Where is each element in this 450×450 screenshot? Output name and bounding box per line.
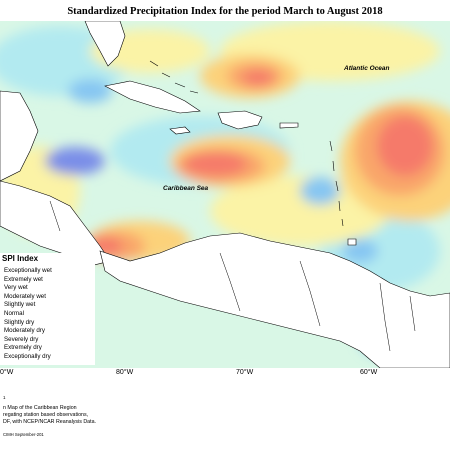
axis-tick-70w: 70°W xyxy=(236,369,254,376)
caribbean-sea-label: Caribbean Sea xyxy=(163,185,209,192)
legend-item: Very wet xyxy=(4,284,28,292)
axis-tick-80w: 80°W xyxy=(116,369,134,376)
land-bahamas xyxy=(149,60,199,94)
spi-zone-extdry-east xyxy=(377,116,433,176)
footer-credit: CIMH September-201 xyxy=(3,432,44,437)
spi-zone-extdry-north xyxy=(242,70,274,86)
spi-zone-verywet-center xyxy=(300,177,340,205)
legend-item: Slightly dry xyxy=(4,318,35,326)
legend-item: Extremely dry xyxy=(4,344,42,352)
atlantic-ocean-label: Atlantic Ocean xyxy=(344,65,390,72)
legend-item: Exceptionally dry xyxy=(4,353,51,360)
footer-line-1: n Map of the Caribbean Region xyxy=(3,405,77,411)
land-hispaniola xyxy=(217,110,263,130)
spi-map: Atlantic Ocean Caribbean Sea SPI Index E… xyxy=(0,21,450,368)
spi-map-canvas xyxy=(0,21,450,368)
land-south-america xyxy=(99,232,450,368)
footer-line-2: regating station based observations, xyxy=(3,412,89,418)
country-borders xyxy=(49,200,416,352)
legend-item: Slightly wet xyxy=(4,301,36,309)
axis-tick-60w: 60°W xyxy=(360,369,378,376)
legend-item: Extremely wet xyxy=(4,275,43,283)
land-puerto-rico xyxy=(279,122,299,129)
legend-item: Severely dry xyxy=(4,335,39,343)
legend-item: Moderately dry xyxy=(4,327,45,335)
land-yucatan xyxy=(0,90,39,182)
spi-zone-extwet-west xyxy=(45,147,105,175)
spi-zone-verywet-nw xyxy=(68,79,112,103)
map-title: Standardized Precipitation Index for the… xyxy=(67,6,383,17)
land-florida xyxy=(84,21,126,67)
land-jamaica xyxy=(169,126,191,135)
legend-item: Normal xyxy=(4,310,24,317)
legend-title: SPI Index xyxy=(2,254,39,263)
legend-item: Exceptionally wet xyxy=(4,267,52,274)
land-trinidad xyxy=(347,238,357,246)
footer-line-3: DF, with NCEP/NCAR Reanalysis Data. xyxy=(3,419,97,425)
spi-zone-extdry-central xyxy=(183,152,247,176)
footer-marker: 1 xyxy=(3,395,6,400)
spi-zone-verywet-east xyxy=(342,239,378,263)
land-cuba xyxy=(104,80,201,114)
landmasses xyxy=(0,21,450,368)
small-islands xyxy=(149,60,344,227)
land-lesser-antilles xyxy=(329,140,344,227)
axis-tick-90w: 0°W xyxy=(0,369,14,376)
spi-zone-dry-south xyxy=(210,176,390,246)
legend-item: Moderately wet xyxy=(4,292,46,300)
spi-legend: SPI Index Exceptionally wet Extremely wet… xyxy=(0,253,95,365)
